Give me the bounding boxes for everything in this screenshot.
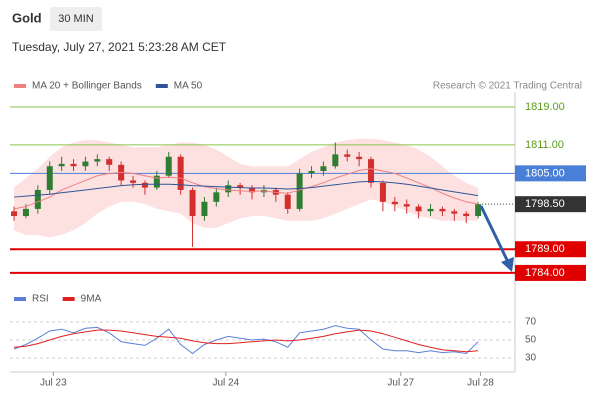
legend-swatch <box>14 84 26 88</box>
candle-body <box>70 163 77 167</box>
level-label-box <box>515 264 586 281</box>
candle-body <box>427 208 434 212</box>
candle-body <box>141 182 148 188</box>
y-tick-label: 50 <box>525 335 537 346</box>
forecast-arrowhead <box>501 257 514 272</box>
level-label-box <box>515 241 586 258</box>
ma-line <box>13 168 479 210</box>
candle-body <box>463 213 470 217</box>
candle-body <box>130 180 137 183</box>
candle-body <box>213 192 220 202</box>
candle-body <box>177 156 184 190</box>
rsi-line <box>14 329 479 353</box>
candle-body <box>249 187 256 193</box>
candle-body <box>439 208 446 212</box>
x-tick-label: Jul 28 <box>467 378 494 389</box>
legend-swatch <box>155 84 168 88</box>
legend-label: MA 20 + Bollinger Bands <box>32 81 142 92</box>
candle-body <box>34 189 41 209</box>
ma-line <box>14 180 479 198</box>
interval[interactable]: 30 MIN <box>58 13 94 25</box>
candle-body <box>284 194 291 209</box>
candle-body <box>368 159 375 183</box>
x-tick-label: Jul 24 <box>213 378 240 389</box>
legend-swatch <box>62 297 75 301</box>
candle-body <box>165 156 172 176</box>
y-tick-label: 30 <box>525 353 537 364</box>
level-label: 1789.00 <box>525 243 565 255</box>
chart-title: Gold <box>12 10 42 25</box>
candle-body <box>332 154 339 167</box>
level-label: 1784.00 <box>525 267 565 279</box>
level-label: 1805.00 <box>525 167 565 179</box>
candle-body <box>451 211 458 214</box>
x-tick-label: Jul 23 <box>40 378 67 389</box>
candle-body <box>344 154 351 157</box>
rsi-line <box>13 325 479 355</box>
candle-body <box>379 182 386 202</box>
candle-body <box>403 204 410 207</box>
level-label: 1798.50 <box>525 198 565 210</box>
candle-body <box>320 166 327 171</box>
interval-box[interactable] <box>50 7 102 31</box>
forecast-arrow <box>479 205 510 263</box>
candle-body <box>201 201 208 217</box>
candle-body <box>46 166 53 190</box>
candle-body <box>356 156 363 160</box>
x-tick-label: Jul 27 <box>387 378 414 389</box>
legend-swatch <box>14 297 26 301</box>
source: Research © 2021 Trading Central <box>433 81 582 92</box>
candle-body <box>22 208 29 217</box>
legend-label: RSI <box>32 294 49 305</box>
candle-body <box>296 173 303 209</box>
candle-body <box>475 204 482 217</box>
candle-body <box>308 170 315 174</box>
candle-body <box>391 201 398 205</box>
candle-body <box>94 159 101 162</box>
candle-body <box>82 161 89 167</box>
level-label-box <box>515 165 586 182</box>
candle-body <box>106 159 113 165</box>
y-tick-label: 70 <box>525 317 537 328</box>
legend-label: MA 50 <box>174 81 203 92</box>
candle-body <box>58 163 65 167</box>
candle-body <box>415 206 422 212</box>
candle-body <box>225 185 232 193</box>
legend-label: 9MA <box>81 294 102 305</box>
candle-body <box>11 211 18 217</box>
level-label: 1811.00 <box>525 139 564 151</box>
candle-body <box>237 185 244 188</box>
level-label-box <box>515 196 586 213</box>
level-label: 1819.00 <box>525 101 565 113</box>
candle-body <box>189 189 196 217</box>
subtitle: Tuesday, July 27, 2021 5:23:28 AM CET <box>12 40 227 54</box>
candle-body <box>153 175 160 188</box>
